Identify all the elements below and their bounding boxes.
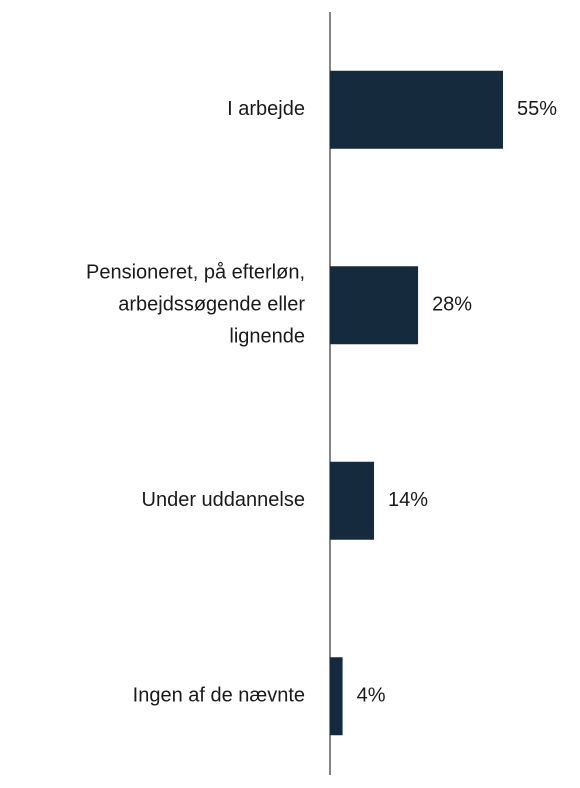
value-label: 4% xyxy=(357,685,386,707)
bar xyxy=(330,70,503,149)
bar xyxy=(330,266,419,345)
category-label: Under uddannelse xyxy=(142,489,305,511)
category-label: Ingen af de nævnte xyxy=(133,685,305,707)
value-label: 55% xyxy=(517,98,557,120)
category-label: Pensioneret, på efterløn, arbejdssøgende … xyxy=(86,262,305,348)
bar xyxy=(330,461,375,540)
value-label: 28% xyxy=(432,294,472,316)
value-label: 14% xyxy=(388,489,428,511)
bar xyxy=(330,657,343,736)
category-label: I arbejde xyxy=(227,98,305,120)
